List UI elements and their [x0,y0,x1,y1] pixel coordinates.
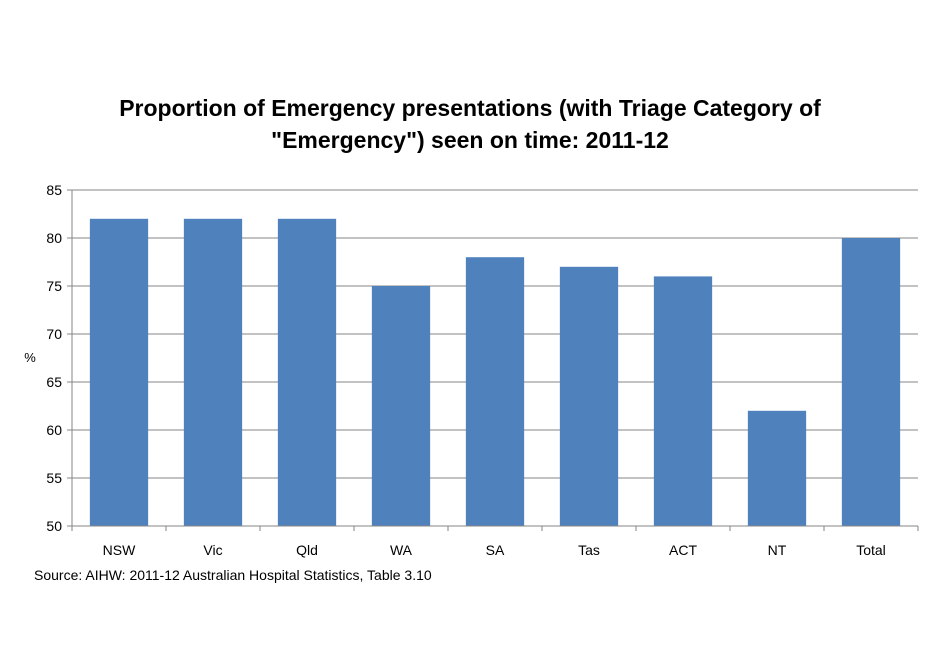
x-tick-label: Total [856,542,886,558]
y-tick-label: 50 [46,518,62,534]
source-note: Source: AIHW: 2011-12 Australian Hospita… [34,567,432,583]
x-tick-label: SA [486,542,505,558]
chart-title-line-2: "Emergency") seen on time: 2011-12 [271,127,669,153]
x-tick-label: NSW [103,542,136,558]
bar-wa [371,286,431,526]
bar-act [653,276,713,526]
bar-qld [277,218,337,527]
y-tick-label: 65 [46,374,62,390]
x-tick-label: WA [390,542,413,558]
bar-sa [465,257,525,526]
y-tick-label: 60 [46,422,62,438]
y-tick-label: 55 [46,470,62,486]
y-tick-label: 85 [46,182,62,198]
y-tick-label: 70 [46,326,62,342]
x-tick-label: Qld [296,542,318,558]
bar-nt [747,410,807,526]
bar-tas [559,266,619,526]
y-tick-labels: 50 55 60 65 70 75 80 85 [46,182,62,534]
x-tick-label: Tas [578,542,600,558]
bar-nsw [89,218,149,527]
x-tick-label: ACT [669,542,697,558]
axes [71,190,919,531]
y-tick-label: 80 [46,230,62,246]
x-tick-label: NT [768,542,787,558]
y-axis-label: % [24,350,36,365]
chart-title: Proportion of Emergency presentations (w… [60,92,880,156]
x-tick-label: Vic [203,542,222,558]
y-tick-label: 75 [46,278,62,294]
x-tick-labels: NSW Vic Qld WA SA Tas ACT NT Total [103,542,886,558]
chart-title-line-1: Proportion of Emergency presentations (w… [119,95,821,121]
bar-vic [183,218,243,527]
bars [89,218,901,527]
bar-total [841,238,901,526]
